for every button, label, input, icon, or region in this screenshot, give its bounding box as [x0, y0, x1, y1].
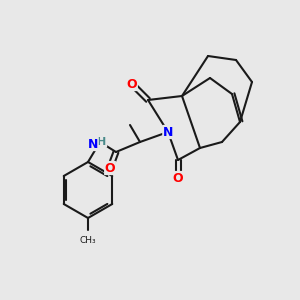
Text: O: O: [105, 161, 115, 175]
Text: N: N: [163, 125, 173, 139]
Text: O: O: [127, 77, 137, 91]
Text: O: O: [173, 172, 183, 184]
Text: N: N: [88, 137, 98, 151]
Text: H: H: [98, 137, 106, 147]
Text: CH₃: CH₃: [80, 236, 96, 245]
